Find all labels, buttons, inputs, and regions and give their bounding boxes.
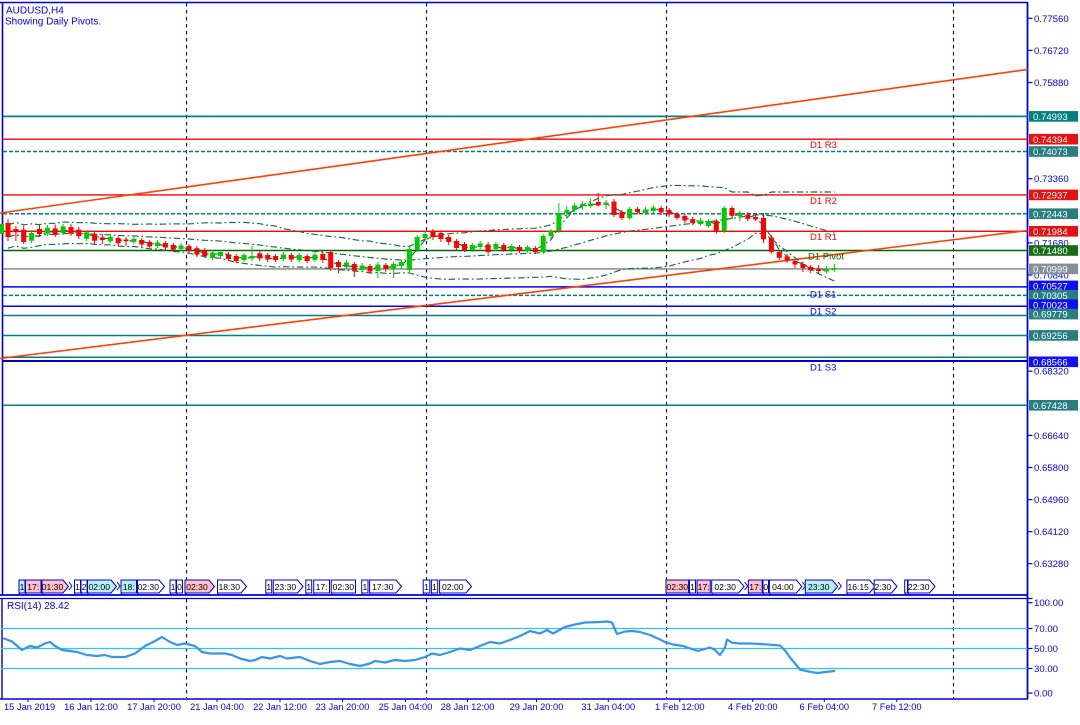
svg-text:0.63280: 0.63280: [1034, 559, 1069, 570]
svg-text:17:30: 17:30: [372, 582, 394, 592]
svg-text:23:30: 23:30: [275, 582, 297, 592]
svg-text:6 Feb 04:00: 6 Feb 04:00: [799, 702, 849, 712]
svg-text:0.70023: 0.70023: [1033, 300, 1068, 311]
svg-text:0.74993: 0.74993: [1033, 112, 1068, 123]
svg-text:0.72937: 0.72937: [1033, 191, 1068, 202]
svg-text:0: 0: [177, 582, 182, 592]
svg-text:02:30: 02:30: [333, 582, 355, 592]
svg-text:D1 S1: D1 S1: [810, 290, 836, 301]
svg-text:17:: 17:: [316, 582, 328, 592]
svg-text:1: 1: [690, 582, 695, 592]
svg-text:31 Jan 04:00: 31 Jan 04:00: [581, 702, 635, 712]
svg-text:02:00: 02:00: [442, 582, 464, 592]
svg-text:D1 R1: D1 R1: [810, 232, 837, 243]
svg-text:0.71680: 0.71680: [1034, 238, 1069, 249]
svg-text:18:: 18:: [123, 582, 135, 592]
svg-text:30.00: 30.00: [1034, 664, 1058, 675]
svg-text:17 Jan 20:00: 17 Jan 20:00: [127, 702, 181, 712]
svg-text:22:30: 22:30: [908, 582, 930, 592]
svg-text:16:15: 16:15: [847, 582, 869, 592]
svg-text:0.66640: 0.66640: [1034, 431, 1069, 442]
svg-text:7 Feb 12:00: 7 Feb 12:00: [872, 702, 922, 712]
svg-text:02:30: 02:30: [186, 582, 208, 592]
svg-text:04:00: 04:00: [772, 582, 794, 592]
svg-text:0.70840: 0.70840: [1034, 270, 1069, 281]
svg-text:0: 0: [763, 582, 768, 592]
svg-text:0.71480: 0.71480: [1033, 246, 1068, 257]
svg-text:1 Feb 12:00: 1 Feb 12:00: [655, 702, 705, 712]
svg-text:0.70999: 0.70999: [1033, 265, 1068, 276]
svg-text:0.65800: 0.65800: [1034, 463, 1069, 474]
svg-text:18:30: 18:30: [218, 582, 240, 592]
svg-text:Showing Daily Pivots.: Showing Daily Pivots.: [5, 17, 101, 28]
svg-text:16 Jan 12:00: 16 Jan 12:00: [64, 702, 118, 712]
svg-text:D1 Pivot: D1 Pivot: [808, 252, 844, 263]
svg-text:0.71984: 0.71984: [1033, 227, 1068, 238]
svg-text:D1 R3: D1 R3: [810, 140, 837, 151]
svg-text:15 Jan 2019: 15 Jan 2019: [4, 702, 55, 712]
svg-text:17:: 17:: [698, 582, 710, 592]
svg-text:50.00: 50.00: [1034, 644, 1058, 655]
svg-text:0.77560: 0.77560: [1034, 14, 1069, 25]
svg-text:AUDUSD,H4: AUDUSD,H4: [6, 6, 64, 17]
svg-text:1: 1: [432, 582, 437, 592]
svg-text:01:30: 01:30: [42, 582, 64, 592]
svg-text:02:30: 02:30: [714, 582, 736, 592]
svg-text:0.74073: 0.74073: [1033, 147, 1068, 158]
svg-text:0.75880: 0.75880: [1034, 78, 1069, 89]
svg-text:17:: 17:: [749, 582, 761, 592]
svg-text:0.00: 0.00: [1034, 689, 1053, 700]
svg-text:D1 S2: D1 S2: [810, 307, 836, 318]
svg-text:1: 1: [75, 582, 80, 592]
svg-text:0.64120: 0.64120: [1034, 527, 1069, 538]
svg-text:4 Feb 20:00: 4 Feb 20:00: [728, 702, 778, 712]
svg-text:22 Jan 12:00: 22 Jan 12:00: [253, 702, 307, 712]
svg-text:100.00: 100.00: [1034, 598, 1063, 609]
svg-text:1: 1: [171, 582, 176, 592]
svg-text:0.69256: 0.69256: [1033, 331, 1068, 342]
svg-text:25 Jan 04:00: 25 Jan 04:00: [379, 702, 433, 712]
svg-text:1: 1: [306, 582, 311, 592]
svg-text:70.00: 70.00: [1034, 624, 1058, 635]
svg-text:0.64960: 0.64960: [1034, 495, 1069, 506]
svg-text:02:30: 02:30: [137, 582, 159, 592]
svg-text:D1 S3: D1 S3: [810, 363, 836, 374]
svg-text:02:30: 02:30: [667, 582, 689, 592]
svg-text:1: 1: [362, 582, 367, 592]
svg-text:02:00: 02:00: [88, 582, 110, 592]
svg-text:0.68566: 0.68566: [1033, 357, 1068, 368]
svg-text:1: 1: [424, 582, 429, 592]
svg-text:2:30: 2:30: [874, 582, 891, 592]
svg-text:2: 2: [82, 582, 87, 592]
svg-text:0.73360: 0.73360: [1034, 174, 1069, 185]
svg-text:1: 1: [266, 582, 271, 592]
svg-text:D1 R2: D1 R2: [810, 196, 837, 207]
svg-text:0.74394: 0.74394: [1033, 135, 1068, 146]
svg-text:0.72443: 0.72443: [1033, 209, 1068, 220]
svg-text:21 Jan 04:00: 21 Jan 04:00: [190, 702, 244, 712]
svg-text:RSI(14) 28.42: RSI(14) 28.42: [7, 601, 70, 612]
svg-text:0.76720: 0.76720: [1034, 46, 1069, 57]
svg-text:1: 1: [20, 582, 25, 592]
svg-text:0.70527: 0.70527: [1033, 282, 1068, 293]
svg-text:0.67428: 0.67428: [1033, 401, 1068, 412]
svg-text:23 Jan 20:00: 23 Jan 20:00: [316, 702, 370, 712]
svg-text:0.69779: 0.69779: [1033, 310, 1068, 321]
svg-text:17:: 17:: [27, 582, 39, 592]
svg-text:28 Jan 12:00: 28 Jan 12:00: [441, 702, 495, 712]
svg-text:0.70305: 0.70305: [1033, 291, 1068, 302]
svg-text:29 Jan 20:00: 29 Jan 20:00: [510, 702, 564, 712]
svg-text:0.68320: 0.68320: [1034, 367, 1069, 378]
svg-text:23:30: 23:30: [808, 582, 830, 592]
